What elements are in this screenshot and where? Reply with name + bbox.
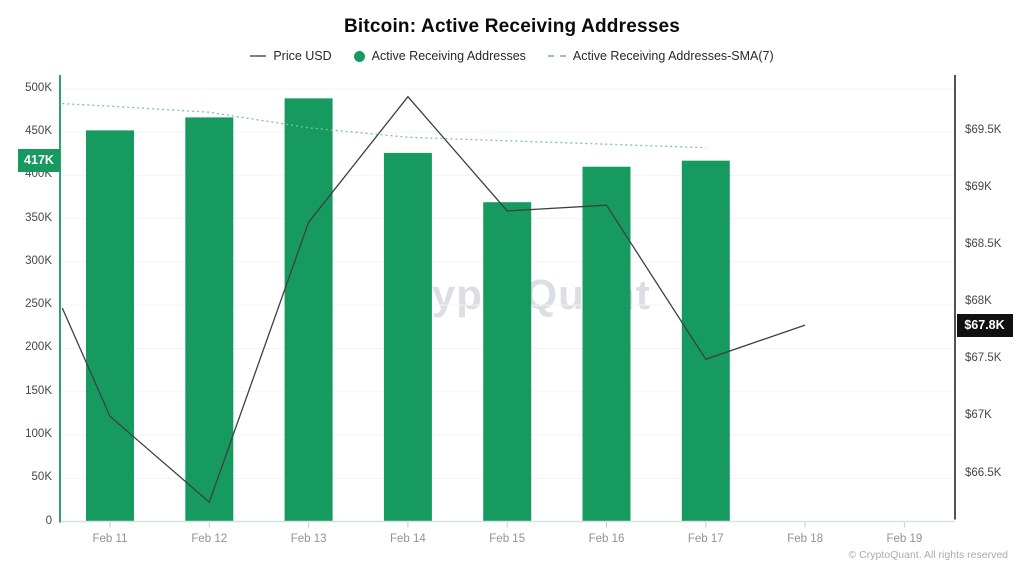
x-axis-label: Feb 13 <box>290 533 327 545</box>
right-axis-tick-label: $69.5K <box>965 123 1002 136</box>
bar <box>681 160 730 522</box>
chart-title: Bitcoin: Active Receiving Addresses <box>343 16 681 37</box>
copyright-text: © CryptoQuant. All rights reserved <box>848 549 1008 561</box>
left-axis-tick-label: 0 <box>45 514 52 527</box>
left-axis-tick-label: 450K <box>25 125 52 138</box>
x-axis-label: Feb 14 <box>389 533 426 545</box>
bar <box>185 117 234 522</box>
latest-price-badge: $67.8K <box>956 313 1013 337</box>
left-axis-tick-label: 50K <box>31 471 52 484</box>
x-axis-label: Feb 19 <box>886 533 923 545</box>
bar <box>284 98 333 522</box>
bar <box>383 152 432 522</box>
right-axis-tick-label: $67K <box>965 409 992 422</box>
x-axis-label: Feb 11 <box>92 533 128 545</box>
bar <box>86 130 134 522</box>
dashed-series-icon <box>547 55 566 57</box>
x-axis-label: Feb 18 <box>787 533 823 545</box>
x-axis-label: Feb 17 <box>687 533 724 545</box>
left-axis-tick-label: 350K <box>25 211 52 224</box>
right-axis-tick-label: $68.5K <box>965 238 1002 251</box>
price-line <box>61 95 806 504</box>
right-axis-tick-label: $66.5K <box>965 466 1002 479</box>
legend: Price USD Active Receiving Addresses Act… <box>0 49 1024 63</box>
bar <box>483 202 532 522</box>
left-axis-tick-label: 500K <box>25 81 52 94</box>
left-axis-tick-label: 300K <box>25 254 52 267</box>
x-axis-label: Feb 16 <box>588 533 625 545</box>
right-axis-tick-label: $68K <box>965 295 992 308</box>
legend-label: Price USD <box>273 49 332 63</box>
x-axis-label: Feb 15 <box>489 533 526 545</box>
sma-line <box>62 102 706 149</box>
line-series-icon <box>250 55 267 57</box>
x-axis-label: Feb 12 <box>191 533 228 545</box>
legend-label: Active Receiving Addresses <box>371 49 526 63</box>
left-axis-tick-label: 100K <box>25 427 52 440</box>
legend-item-sma7[interactable]: Active Receiving Addresses-SMA(7) <box>547 49 774 63</box>
left-axis-tick-label: 150K <box>25 384 52 397</box>
legend-item-active-receiving-addresses[interactable]: Active Receiving Addresses <box>353 49 526 63</box>
legend-item-price-usd[interactable]: Price USD <box>250 49 332 63</box>
legend-label: Active Receiving Addresses-SMA(7) <box>572 49 774 63</box>
left-axis-tick-label: 200K <box>25 341 52 354</box>
latest-value-badge: 417K <box>18 148 60 172</box>
bar <box>582 166 631 522</box>
dot-series-icon <box>353 50 365 62</box>
right-axis-tick-label: $69K <box>965 181 992 194</box>
left-axis-tick-label: 250K <box>25 298 52 311</box>
right-axis-tick-label: $67.5K <box>965 352 1002 365</box>
